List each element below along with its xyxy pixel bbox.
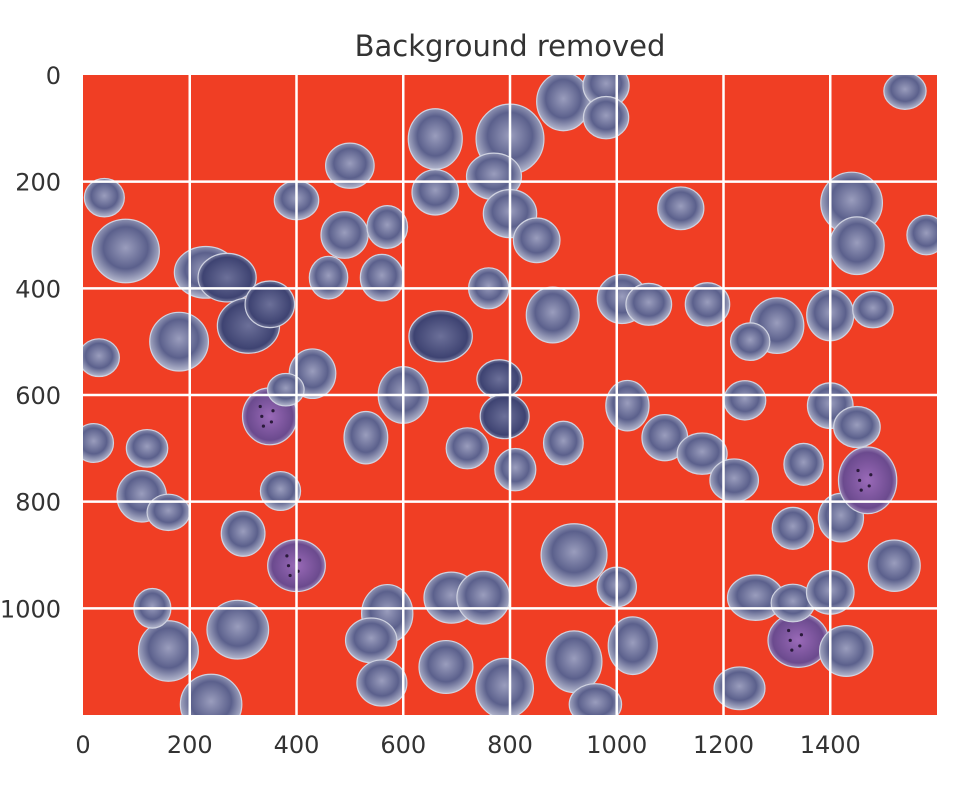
y-tick-label: 600 bbox=[15, 382, 61, 410]
blood-cell bbox=[83, 338, 120, 378]
blood-cell bbox=[418, 639, 474, 695]
blood-cell bbox=[259, 470, 302, 512]
blood-cell bbox=[852, 290, 894, 329]
parasite-dot bbox=[867, 484, 871, 488]
parasite-dot bbox=[858, 478, 862, 482]
parasite-dot bbox=[288, 573, 292, 578]
blood-cell bbox=[605, 379, 650, 432]
parasite-dot bbox=[269, 420, 274, 424]
blood-cell bbox=[220, 510, 266, 557]
x-tick-label: 1200 bbox=[693, 731, 754, 759]
blood-cell bbox=[494, 447, 537, 492]
blood-cell bbox=[542, 420, 584, 466]
blood-cell bbox=[475, 657, 535, 715]
blood-cell bbox=[137, 620, 199, 682]
blood-cell bbox=[197, 252, 257, 303]
blood-cell bbox=[771, 506, 815, 550]
parasite-dot bbox=[859, 488, 863, 492]
blood-cell bbox=[356, 659, 408, 707]
parasite-dot bbox=[798, 644, 802, 648]
blood-cell bbox=[818, 625, 874, 677]
blood-cell bbox=[266, 372, 305, 407]
x-tick-label: 1400 bbox=[800, 731, 861, 759]
x-tick-label: 600 bbox=[380, 731, 426, 759]
blood-cell bbox=[407, 108, 463, 170]
blood-cell bbox=[445, 427, 490, 470]
y-tick-label: 400 bbox=[15, 275, 61, 303]
parasite-dot bbox=[271, 409, 275, 413]
y-axis-ticks: 0 200 400 600 800 1000 bbox=[0, 62, 61, 623]
y-tick-label: 0 bbox=[46, 62, 61, 90]
blood-cell bbox=[366, 205, 409, 249]
gridlines bbox=[83, 75, 937, 715]
blood-cell bbox=[723, 380, 767, 421]
blood-cell bbox=[244, 280, 296, 329]
blood-cell bbox=[676, 432, 728, 475]
blood-cell bbox=[783, 442, 824, 486]
parasite-dot bbox=[286, 564, 291, 568]
blood-cell bbox=[83, 177, 125, 218]
parasite-dot bbox=[799, 633, 804, 637]
blood-cell bbox=[149, 311, 210, 372]
blood-cell bbox=[829, 216, 885, 276]
parasite-dot bbox=[258, 404, 262, 409]
x-tick-label: 200 bbox=[167, 731, 213, 759]
blood-cell bbox=[476, 359, 523, 399]
blood-cell bbox=[411, 169, 460, 216]
blood-cell bbox=[883, 75, 927, 110]
x-axis-ticks: 0 200 400 600 800 1000 1200 1400 bbox=[75, 731, 860, 759]
blood-cells-image bbox=[83, 75, 937, 715]
blood-cell bbox=[512, 217, 561, 264]
x-tick-label: 800 bbox=[487, 731, 533, 759]
y-tick-label: 1000 bbox=[0, 595, 61, 623]
blood-cell bbox=[83, 422, 115, 464]
blood-cell bbox=[867, 539, 921, 592]
parasite-dot bbox=[285, 554, 289, 558]
blood-cell bbox=[536, 75, 591, 132]
blood-cell bbox=[320, 211, 369, 259]
blood-cell bbox=[479, 393, 530, 440]
parasite-dot bbox=[261, 424, 266, 428]
x-tick-label: 0 bbox=[75, 731, 90, 759]
parasite-dot bbox=[869, 473, 873, 477]
blood-cell bbox=[709, 458, 760, 503]
blood-cell bbox=[833, 405, 881, 449]
blood-cell bbox=[325, 142, 375, 189]
y-tick-label: 200 bbox=[15, 169, 61, 197]
blood-cell bbox=[607, 616, 658, 676]
blood-cell bbox=[582, 95, 630, 140]
y-tick-label: 800 bbox=[15, 489, 61, 517]
blood-cell bbox=[359, 253, 405, 302]
blood-cell bbox=[625, 282, 673, 326]
x-tick-label: 1000 bbox=[586, 731, 647, 759]
blood-cell bbox=[179, 673, 243, 715]
blood-cell bbox=[568, 683, 623, 715]
figure-title: Background removed bbox=[354, 29, 666, 63]
blood-cell bbox=[906, 214, 937, 256]
blood-cell bbox=[540, 523, 608, 587]
parasite-dot bbox=[790, 648, 794, 652]
blood-cell bbox=[408, 310, 473, 363]
parasite-dot bbox=[260, 414, 264, 418]
infected-cell bbox=[837, 446, 898, 515]
parasite-dot bbox=[298, 558, 302, 562]
blood-cell bbox=[525, 286, 580, 344]
blood-cell bbox=[308, 255, 349, 300]
parasite-dot bbox=[856, 468, 860, 473]
blood-cell bbox=[729, 322, 771, 362]
blood-cell bbox=[344, 617, 398, 664]
blood-cell bbox=[146, 493, 191, 532]
blood-cell bbox=[125, 428, 169, 468]
parasite-dot bbox=[788, 638, 792, 642]
x-tick-label: 400 bbox=[274, 731, 320, 759]
blood-cell bbox=[343, 410, 389, 465]
blood-cell bbox=[713, 666, 766, 711]
blood-cell bbox=[657, 186, 705, 231]
blood-cell bbox=[684, 282, 731, 327]
blood-cell bbox=[456, 570, 511, 625]
parasite-dot bbox=[787, 628, 791, 633]
blood-cell bbox=[206, 599, 270, 660]
blood-cell bbox=[91, 218, 160, 284]
